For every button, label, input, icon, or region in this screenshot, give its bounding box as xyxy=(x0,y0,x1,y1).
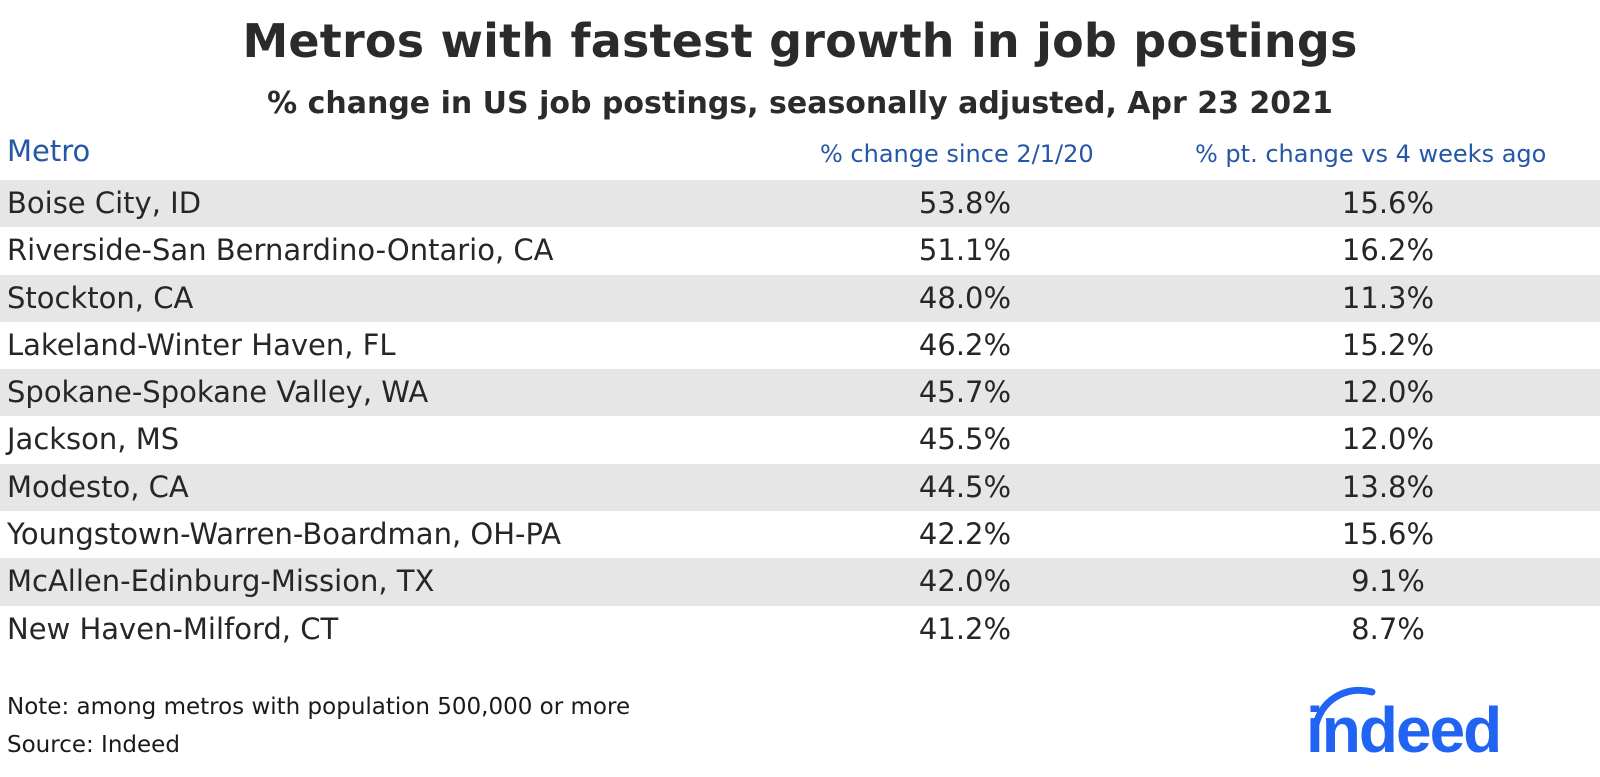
table-row: Spokane-Spokane Valley, WA 45.7% 12.0% xyxy=(0,369,1600,417)
change-since-cell: 53.8% xyxy=(918,186,1012,220)
table-row: Boise City, ID 53.8% 15.6% xyxy=(0,180,1600,228)
metro-cell: New Haven-Milford, CT xyxy=(7,611,339,646)
table-row: Modesto, CA 44.5% 13.8% xyxy=(0,463,1600,512)
pt-change-cell: 9.1% xyxy=(1351,564,1425,599)
metro-cell: Riverside-San Bernardino-Ontario, CA xyxy=(7,233,554,268)
change-since-cell: 46.2% xyxy=(918,327,1012,362)
change-since-cell: 51.1% xyxy=(918,233,1012,268)
table-row: Riverside-San Bernardino-Ontario, CA 51.1… xyxy=(0,227,1600,274)
metro-cell: Boise City, ID xyxy=(7,186,202,220)
metro-cell: Stockton, CA xyxy=(7,280,194,315)
table-row: McAllen-Edinburg-Mission, TX 42.0% 9.1% xyxy=(0,558,1600,606)
metro-cell: Spokane-Spokane Valley, WA xyxy=(7,375,429,410)
change-since-cell: 42.0% xyxy=(918,564,1012,599)
change-since-cell: 45.5% xyxy=(918,422,1012,457)
column-header-change-since: % change since 2/1/20 xyxy=(820,140,1094,168)
pt-change-cell: 15.6% xyxy=(1341,517,1435,552)
pt-change-cell: 12.0% xyxy=(1341,422,1435,457)
column-header-metro: Metro xyxy=(7,134,91,168)
change-since-cell: 42.2% xyxy=(918,517,1012,552)
pt-change-cell: 8.7% xyxy=(1351,611,1425,646)
data-table: Metro % change since 2/1/20 % pt. change… xyxy=(0,134,1600,653)
pt-change-cell: 12.0% xyxy=(1341,375,1435,410)
footnote: Note: among metros with population 500,0… xyxy=(7,694,631,720)
change-since-cell: 48.0% xyxy=(918,280,1012,315)
metro-cell: Lakeland-Winter Haven, FL xyxy=(7,327,396,362)
source-note: Source: Indeed xyxy=(7,732,180,758)
pt-change-cell: 15.2% xyxy=(1341,327,1435,362)
chart-title: Metros with fastest growth in job postin… xyxy=(242,14,1358,68)
metro-cell: Jackson, MS xyxy=(7,422,180,457)
change-since-cell: 44.5% xyxy=(918,469,1012,504)
table-header: Metro % change since 2/1/20 % pt. change… xyxy=(0,134,1600,180)
chart-subtitle: % change in US job postings, seasonally … xyxy=(267,86,1333,121)
metro-cell: McAllen-Edinburg-Mission, TX xyxy=(7,564,435,599)
table-row: Jackson, MS 45.5% 12.0% xyxy=(0,416,1600,463)
indeed-logo: indeed xyxy=(1310,686,1502,760)
table-row: Lakeland-Winter Haven, FL 46.2% 15.2% xyxy=(0,322,1600,369)
table-row: Stockton, CA 48.0% 11.3% xyxy=(0,274,1600,322)
column-header-pt-change: % pt. change vs 4 weeks ago xyxy=(1195,140,1547,168)
logo-swoosh-icon xyxy=(1312,686,1376,728)
metro-cell: Modesto, CA xyxy=(7,469,189,504)
pt-change-cell: 13.8% xyxy=(1341,469,1435,504)
metro-cell: Youngstown-Warren-Boardman, OH-PA xyxy=(7,517,561,552)
pt-change-cell: 11.3% xyxy=(1341,280,1435,315)
table-body: Boise City, ID 53.8% 15.6% Riverside-San Be… xyxy=(0,180,1600,653)
logo-wordmark: indeed xyxy=(1310,694,1500,760)
pt-change-cell: 15.6% xyxy=(1341,186,1435,220)
change-since-cell: 41.2% xyxy=(918,611,1012,646)
pt-change-cell: 16.2% xyxy=(1341,233,1435,268)
table-row: Youngstown-Warren-Boardman, OH-PA 42.2% 15… xyxy=(0,511,1600,558)
change-since-cell: 45.7% xyxy=(918,375,1012,410)
table-row: New Haven-Milford, CT 41.2% 8.7% xyxy=(0,606,1600,653)
